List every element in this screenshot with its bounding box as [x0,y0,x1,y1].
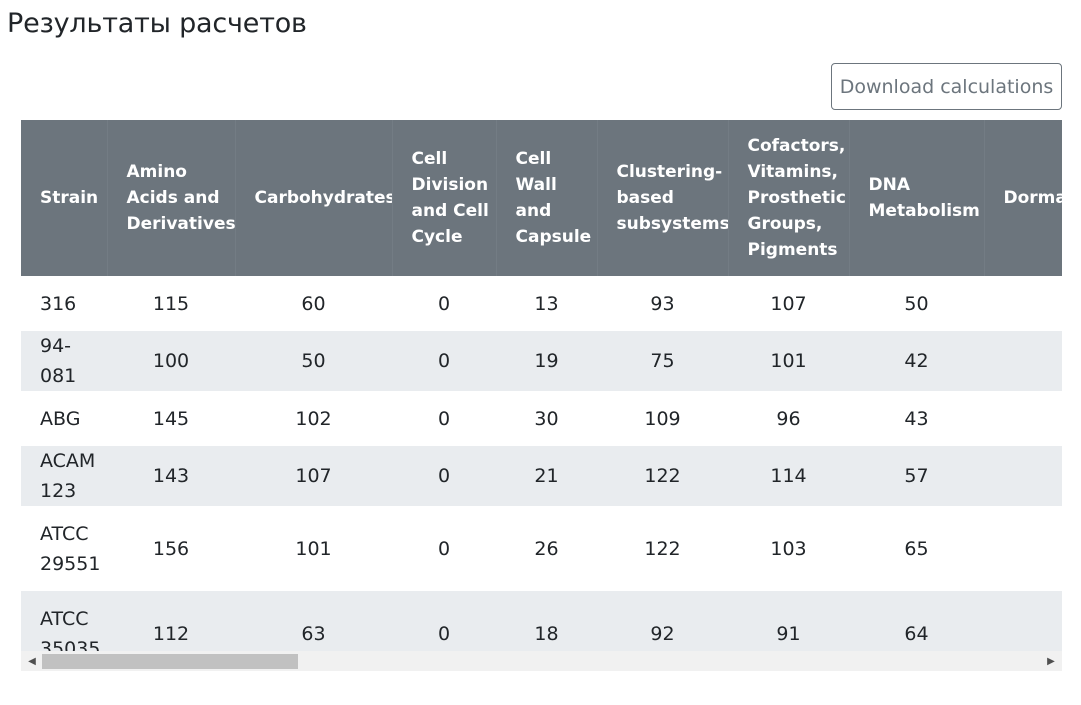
value-cell: 19 [534,350,559,372]
value-cell [984,276,1062,331]
strain-cell: 94-081 [40,335,77,387]
triangle-left-icon[interactable]: ◀ [28,655,36,667]
value-cell: 43 [904,407,929,430]
value-cell: 0 [437,537,451,560]
value-cell: 143 [152,465,190,487]
table-row: ATCC 29551 156 101 0 26 122 103 65 [21,506,1062,591]
horizontal-scrollbar[interactable]: ◀ ▶ [21,651,1062,671]
value-cell: 50 [904,292,929,315]
column-header: Strain [21,120,108,276]
value-cell [984,391,1062,446]
value-cell: 122 [644,465,681,487]
triangle-right-icon[interactable]: ▶ [1047,655,1055,667]
value-cell: 96 [776,407,801,430]
page-title: Результаты расчетов [7,8,307,39]
value-cell: 60 [301,292,326,315]
strain-cell: ATCC 35035 [40,607,101,652]
column-header: Dormancy and Sporulation [1003,188,1063,208]
value-cell [984,331,1062,391]
value-cell: 50 [301,350,326,372]
value-cell: 42 [904,350,929,372]
value-cell: 65 [904,537,929,560]
column-header: Carbohydrates [235,120,393,276]
value-cell: 18 [534,622,559,645]
table-body: 316 115 60 0 13 93 107 50 94-081 100 50 0 19 75 101 42 A… [21,276,1062,651]
value-cell: 112 [152,622,190,645]
column-header: Cofactors, Vitamins, Prosthetic Groups, … [728,120,850,276]
value-cell: 114 [770,465,807,487]
column-header: Cell Wall and Capsule [496,120,598,276]
value-cell: 0 [437,465,451,487]
table-row: ACAM 123 143 107 0 21 122 114 57 [21,446,1062,506]
value-cell [984,591,1062,651]
column-header: Amino Acids and Derivatives [107,120,236,276]
value-cell: 101 [770,350,807,372]
value-cell: 0 [437,292,451,315]
download-calculations-button[interactable]: Download calculations [831,63,1062,110]
value-cell: 101 [295,537,332,560]
value-cell: 115 [152,292,190,315]
value-cell: 26 [534,537,559,560]
value-cell: 0 [437,407,451,430]
value-cell: 57 [904,465,929,487]
value-cell: 107 [295,465,332,487]
value-cell: 21 [534,465,559,487]
value-cell [984,446,1062,506]
value-cell [984,506,1062,591]
results-table-container: Strain Amino Acids and Derivatives Carbohy… [21,120,1062,651]
column-header: DNA Metabolism [849,120,985,276]
value-cell: 64 [904,622,929,645]
scrollbar-thumb[interactable] [42,654,298,669]
value-cell: 109 [644,407,681,430]
value-cell: 122 [644,537,681,560]
column-header: Clustering-based subsystems [597,120,729,276]
value-cell: 92 [650,622,675,645]
value-cell: 30 [534,407,559,430]
value-cell: 156 [152,537,190,560]
strain-cell: 316 [40,292,77,315]
value-cell: 145 [152,407,190,430]
table-row: 316 115 60 0 13 93 107 50 [21,276,1062,331]
strain-cell: ACAM 123 [40,450,96,502]
value-cell: 75 [650,350,675,372]
column-header: Cell Division and Cell Cycle [392,120,497,276]
strain-cell: ATCC 29551 [40,522,101,575]
table-row: 94-081 100 50 0 19 75 101 42 [21,331,1062,391]
table-row: ATCC 35035 112 63 0 18 92 91 64 [21,591,1062,651]
results-table: Strain Amino Acids and Derivatives Carbohy… [21,120,1062,651]
value-cell: 63 [301,622,326,645]
value-cell: 91 [776,622,801,645]
value-cell: 93 [650,292,675,315]
value-cell: 0 [437,622,451,645]
value-cell: 103 [770,537,807,560]
value-cell: 107 [770,292,807,315]
value-cell: 102 [295,407,332,430]
value-cell: 13 [534,292,559,315]
strain-cell: ABG [40,407,81,430]
value-cell: 0 [437,350,451,372]
value-cell: 100 [152,350,190,372]
table-row: ABG 145 102 0 30 109 96 43 [21,391,1062,446]
table-header-row: Strain Amino Acids and Derivatives Carbohy… [21,120,1062,276]
